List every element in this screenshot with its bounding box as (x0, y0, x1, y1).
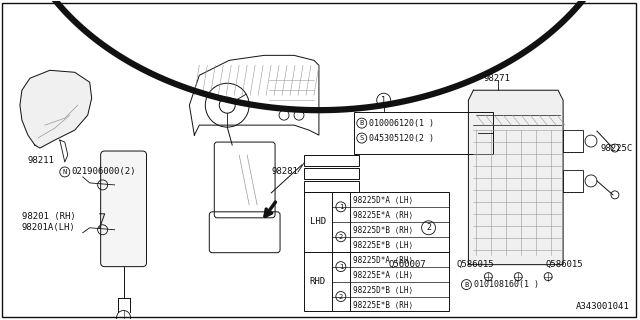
Text: N: N (63, 169, 67, 175)
Text: 98225E*A ⟨RH⟩: 98225E*A ⟨RH⟩ (353, 211, 413, 220)
Text: 2: 2 (339, 293, 343, 300)
Bar (304, 192, 449, 311)
Text: 1: 1 (339, 204, 343, 210)
Text: 98225D*B ⟨RH⟩: 98225D*B ⟨RH⟩ (353, 226, 413, 235)
Text: LHD: LHD (310, 217, 326, 226)
Text: 045305120(2 ): 045305120(2 ) (369, 133, 434, 143)
Text: 021906000(2): 021906000(2) (72, 167, 136, 176)
Bar (563, 130, 583, 152)
Bar (563, 170, 583, 192)
Text: 98281: 98281 (271, 167, 298, 176)
Text: 98271: 98271 (483, 74, 510, 83)
Text: Q586015: Q586015 (545, 260, 583, 269)
FancyBboxPatch shape (100, 151, 147, 267)
Text: 98225E*B ⟨RH⟩: 98225E*B ⟨RH⟩ (353, 300, 413, 309)
Bar (304, 168, 359, 179)
Text: S: S (360, 135, 364, 141)
Bar (304, 181, 359, 192)
Text: 2: 2 (339, 234, 343, 240)
Text: 98201 ⟨RH⟩: 98201 ⟨RH⟩ (22, 212, 76, 221)
Text: 98225D*A ⟨RH⟩: 98225D*A ⟨RH⟩ (353, 256, 413, 265)
Text: 98225D*B ⟨LH⟩: 98225D*B ⟨LH⟩ (353, 285, 413, 294)
Text: Q560007: Q560007 (388, 260, 426, 269)
Text: A343001041: A343001041 (576, 302, 630, 311)
Text: B: B (360, 120, 364, 126)
Text: 010006120(1 ): 010006120(1 ) (369, 119, 434, 128)
Bar (354, 112, 493, 154)
Text: 1: 1 (381, 96, 386, 105)
Text: RHD: RHD (310, 277, 326, 286)
Text: 2: 2 (426, 223, 431, 232)
Text: 98211: 98211 (28, 156, 55, 164)
Bar (304, 155, 359, 166)
Text: 010108160(1 ): 010108160(1 ) (474, 280, 540, 289)
Text: 98225E*A ⟨LH⟩: 98225E*A ⟨LH⟩ (353, 271, 413, 280)
Text: B: B (464, 282, 468, 288)
Polygon shape (468, 90, 563, 265)
Text: 1: 1 (339, 264, 343, 270)
Text: 98225E*B ⟨LH⟩: 98225E*B ⟨LH⟩ (353, 241, 413, 250)
Text: 98225C: 98225C (601, 144, 633, 153)
Text: 98225D*A ⟨LH⟩: 98225D*A ⟨LH⟩ (353, 196, 413, 205)
Text: Q586015: Q586015 (456, 260, 494, 269)
Polygon shape (20, 70, 92, 148)
Text: 98201A⟨LH⟩: 98201A⟨LH⟩ (22, 223, 76, 232)
